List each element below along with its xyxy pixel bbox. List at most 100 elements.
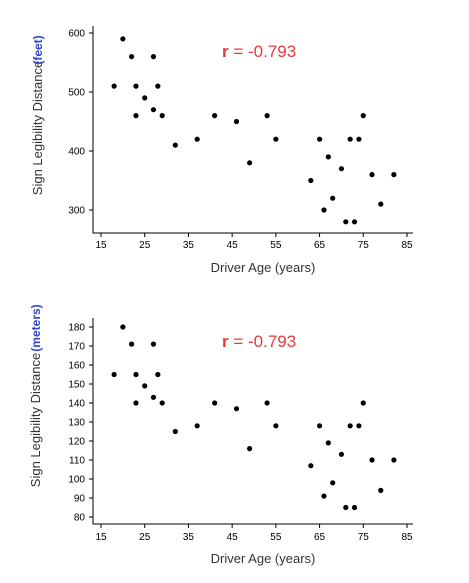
x-tick-label: 65 xyxy=(314,532,326,543)
data-point xyxy=(391,457,397,463)
y-tick-label: 180 xyxy=(68,323,85,334)
correlation-annotation: r = -0.793 xyxy=(222,332,296,351)
correlation-annotation: r = -0.793 xyxy=(222,42,296,61)
correlation-value: = -0.793 xyxy=(229,332,297,351)
data-point xyxy=(194,423,200,429)
y-tick-label: 600 xyxy=(68,29,85,40)
data-point xyxy=(150,107,157,113)
data-point xyxy=(356,136,362,142)
x-tick-label: 15 xyxy=(95,240,107,251)
y-tick-label: 90 xyxy=(74,494,86,505)
x-tick-label: 45 xyxy=(227,240,239,251)
data-point xyxy=(233,406,240,412)
plot-axes xyxy=(92,318,413,525)
data-point xyxy=(360,400,366,406)
y-axis-title: Sign Legibility Distance xyxy=(28,353,43,487)
x-tick-label: 55 xyxy=(270,532,282,543)
x-tick-label: 35 xyxy=(183,532,195,543)
data-point xyxy=(212,400,218,406)
x-tick-label: 25 xyxy=(139,240,151,251)
correlation-value: = -0.793 xyxy=(229,42,297,61)
data-point xyxy=(212,113,218,119)
data-point xyxy=(273,136,279,142)
data-point xyxy=(133,400,139,406)
data-point xyxy=(321,493,327,499)
data-point xyxy=(325,154,331,160)
data-point xyxy=(321,207,327,213)
data-point xyxy=(172,428,178,435)
y-tick-label: 150 xyxy=(68,380,85,391)
data-point xyxy=(150,54,157,60)
data-point xyxy=(347,423,353,429)
y-tick-label: 120 xyxy=(68,437,85,448)
y-unit-label: (feet) xyxy=(31,35,45,64)
data-point xyxy=(150,394,157,400)
data-point xyxy=(111,371,117,378)
data-point xyxy=(150,341,157,347)
chart-meters: 80 90 100 110 120 130 140 150 160 170 180 15 25 35 45 5… xyxy=(28,304,413,566)
data-point xyxy=(111,83,117,89)
data-point xyxy=(129,341,135,347)
x-axis-title: Driver Age (years) xyxy=(211,551,316,566)
x-tick-label: 45 xyxy=(227,532,239,543)
data-point xyxy=(129,54,135,60)
x-tick-label: 85 xyxy=(401,240,413,251)
data-point xyxy=(351,504,358,511)
x-tick-label: 25 xyxy=(139,532,151,543)
data-point xyxy=(330,195,336,201)
data-point xyxy=(330,480,336,486)
data-point xyxy=(338,451,345,457)
y-tick-label: 100 xyxy=(68,475,85,486)
data-point xyxy=(316,136,323,142)
data-point xyxy=(142,383,148,389)
y-tick-label: 500 xyxy=(68,88,85,99)
data-point xyxy=(308,177,314,184)
data-point xyxy=(316,423,323,429)
data-point xyxy=(233,118,240,125)
x-tick-label: 35 xyxy=(183,240,195,251)
x-tick-label: 75 xyxy=(358,240,370,251)
chart-feet: 300 400 500 600 15 25 35 45 55 65 75 85 Driver Age (… xyxy=(30,26,413,275)
data-point xyxy=(120,324,126,330)
x-tick-label: 75 xyxy=(358,532,370,543)
x-tick-label: 85 xyxy=(401,532,413,543)
data-point xyxy=(369,457,375,463)
y-tick-label: 160 xyxy=(68,361,85,372)
data-point xyxy=(247,446,253,452)
data-point xyxy=(343,504,349,511)
y-tick-label: 140 xyxy=(68,399,85,410)
data-point xyxy=(159,113,165,119)
data-point xyxy=(264,113,270,119)
data-point xyxy=(247,160,253,166)
data-point xyxy=(347,136,353,142)
data-point xyxy=(378,487,384,493)
data-point xyxy=(378,201,384,207)
y-axis-title: Sign Legibility Distance xyxy=(30,61,45,195)
data-point xyxy=(120,36,126,42)
data-point xyxy=(351,219,358,225)
y-tick-label: 80 xyxy=(74,513,86,524)
data-point xyxy=(159,400,165,406)
data-point xyxy=(273,423,279,429)
x-tick-label: 55 xyxy=(270,240,282,251)
data-point xyxy=(264,400,270,406)
y-unit-label: (meters) xyxy=(29,304,43,351)
data-point xyxy=(369,172,375,178)
data-point xyxy=(133,113,139,119)
data-point xyxy=(172,142,178,148)
y-tick-label: 300 xyxy=(68,206,85,217)
data-point xyxy=(391,172,397,178)
data-point xyxy=(142,95,148,101)
data-point xyxy=(338,166,345,172)
plot-axes xyxy=(92,26,413,234)
x-tick-label: 15 xyxy=(95,532,107,543)
data-point xyxy=(155,83,161,89)
data-point xyxy=(133,371,139,378)
data-point xyxy=(360,113,366,119)
x-tick-label: 65 xyxy=(314,240,326,251)
data-point xyxy=(343,219,349,225)
x-axis-title: Driver Age (years) xyxy=(211,260,316,275)
correlation-symbol: r xyxy=(222,42,229,61)
data-point xyxy=(308,463,314,469)
